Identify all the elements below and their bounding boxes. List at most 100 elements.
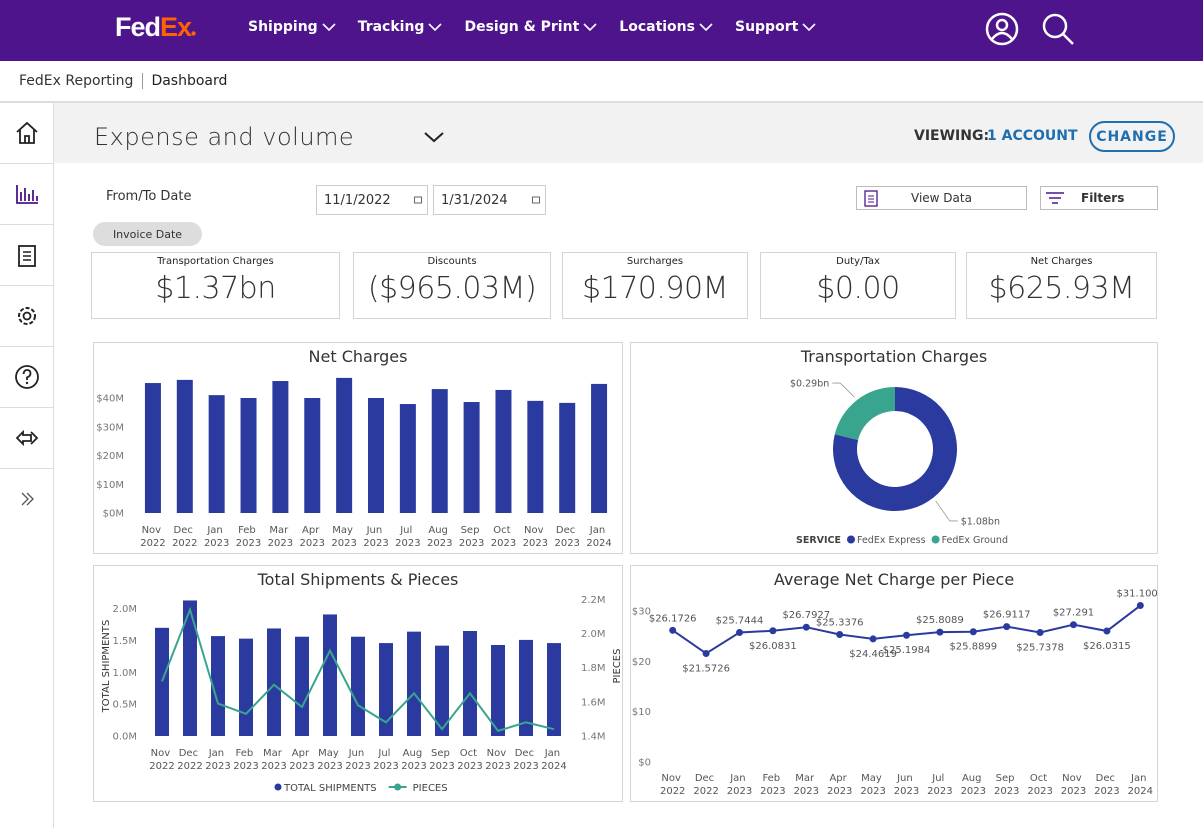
x-tick-label: Sep 2023 (429, 748, 454, 772)
y-tick-label: 2.2M (581, 595, 606, 606)
bar (591, 383, 608, 513)
chart-panel: Net Charges $0M $10M $20M $30M $40M Nov 2022 De… (93, 342, 623, 554)
bar (519, 639, 533, 736)
logo[interactable]: FedEx (115, 12, 196, 43)
kpi-value: $0.00 (816, 271, 900, 306)
chart-title: Average Net Charge per Piece (774, 570, 1014, 589)
nav-item[interactable]: Design & Print (464, 19, 597, 35)
x-tick-label: Jan 2023 (204, 525, 229, 549)
account-icon[interactable] (984, 11, 1020, 47)
data-label: $0.29bn (790, 379, 829, 390)
point (769, 627, 777, 635)
change-button[interactable]: CHANGE (1089, 121, 1175, 152)
point (936, 628, 944, 636)
data-label: $26.9117 (983, 610, 1031, 621)
home-icon[interactable] (0, 103, 53, 164)
data-label: $31.1006 (1116, 589, 1157, 600)
legend-title: SERVICE (796, 535, 841, 546)
from-date: 11/1/2022 (324, 192, 391, 208)
bar (379, 643, 393, 736)
data-label: $25.7444 (716, 615, 764, 626)
bar (183, 600, 197, 736)
title-dropdown[interactable] (423, 130, 445, 144)
bar (527, 400, 544, 513)
y-tick-label: $30M (96, 422, 124, 433)
settings-icon[interactable] (0, 286, 53, 347)
kpi-card: Net Charges $625.93M (966, 252, 1157, 319)
x-tick-label: Jan 2023 (727, 773, 752, 797)
nav-item[interactable]: Tracking (358, 19, 443, 35)
help-icon[interactable] (0, 347, 53, 408)
y-tick-label: $0M (103, 509, 124, 520)
breadcrumb-item[interactable]: FedEx Reporting (19, 73, 144, 89)
leader-line (935, 500, 958, 522)
data-label: $24.4619 (849, 649, 897, 660)
x-tick-label: Aug 2023 (401, 748, 426, 772)
clipboard-icon[interactable] (0, 225, 53, 286)
page-title: Expense and volume (94, 123, 355, 151)
view-data-button[interactable]: View Data (856, 186, 1027, 210)
legend-marker (394, 783, 402, 791)
data-label: $26.1726 (649, 613, 697, 624)
x-tick-label: Oct 2023 (1027, 773, 1052, 797)
chevron (699, 23, 713, 32)
nav-item-text: Tracking (357, 19, 425, 35)
nav-item[interactable]: Support (735, 19, 816, 35)
sidebar (0, 103, 54, 828)
kpi-value: $1.37bn (155, 271, 276, 306)
x-tick-label: Mar 2023 (261, 748, 286, 772)
data-label: $26.0315 (1083, 641, 1131, 652)
calendar-icon (414, 196, 422, 204)
chevron (802, 23, 816, 32)
expand-icon[interactable] (0, 469, 53, 529)
x-tick-label: Jan 2024 (1128, 773, 1153, 797)
y-tick-label: 1.4M (581, 732, 606, 743)
to-date-input[interactable]: 1/31/2024 (433, 185, 546, 215)
chart-panel: Average Net Charge per Piece $0 $10 $20 $30 $… (630, 565, 1158, 802)
filters-button[interactable]: Filters (1040, 186, 1158, 210)
from-date-input[interactable]: 11/1/2022 (316, 185, 428, 215)
x-tick-label: Oct 2023 (491, 525, 516, 549)
doc-icon (864, 190, 878, 207)
bar (495, 389, 512, 513)
x-tick-label: Mar 2023 (794, 773, 819, 797)
line (161, 606, 555, 733)
x-tick-label: Mar 2023 (268, 525, 293, 549)
view-data-text: View Data (911, 191, 972, 205)
x-tick-label: Nov 2023 (523, 525, 548, 549)
exit-icon[interactable] (0, 408, 53, 469)
search-icon[interactable] (1040, 11, 1076, 47)
bar (351, 636, 365, 736)
x-tick-label: Nov 2023 (1061, 773, 1086, 797)
viewing-value[interactable]: 1 ACCOUNT (987, 128, 1078, 144)
to-date: 1/31/2024 (441, 192, 508, 208)
bar (399, 404, 416, 513)
data-label: $25.7378 (1016, 643, 1064, 654)
kpi-card: Surcharges $170.90M (562, 252, 748, 319)
x-tick-label: Dec 2023 (1094, 773, 1119, 797)
point (869, 635, 877, 643)
nav-item[interactable]: Locations (619, 19, 713, 35)
x-tick-label: Apr 2023 (827, 773, 852, 797)
bar (323, 614, 337, 736)
legend-label: TOTAL SHIPMENTS (283, 783, 377, 794)
y-tick-label: $0 (638, 758, 651, 769)
filter-icon (1046, 192, 1064, 204)
top-nav: FedEx Shipping Tracking Design & Print Loca… (0, 0, 1203, 61)
x-tick-label: May 2023 (331, 525, 356, 549)
bar (559, 402, 576, 513)
y-tick-label: 0.0M (112, 732, 137, 743)
y-tick-label: 1.5M (112, 636, 137, 647)
nav-item[interactable]: Shipping (248, 19, 336, 35)
x-tick-label: Jul 2023 (395, 525, 420, 549)
legend-marker (274, 783, 282, 791)
invoice-date-pill[interactable]: Invoice Date (93, 222, 202, 246)
page-header: Expense and volume VIEWING: 1 ACCOUNT CH… (54, 103, 1203, 163)
kpi-label: Transportation Charges (157, 256, 274, 267)
x-tick-label: Jan 2024 (586, 525, 611, 549)
chart-panel: Transportation Charges $1.08bn $0.29bn SERV… (630, 342, 1158, 554)
chart: Transportation Charges $1.08bn $0.29bn SERV… (790, 347, 1008, 546)
chart-icon[interactable] (0, 164, 53, 225)
bar (208, 395, 225, 513)
x-tick-label: Dec 2022 (693, 773, 718, 797)
